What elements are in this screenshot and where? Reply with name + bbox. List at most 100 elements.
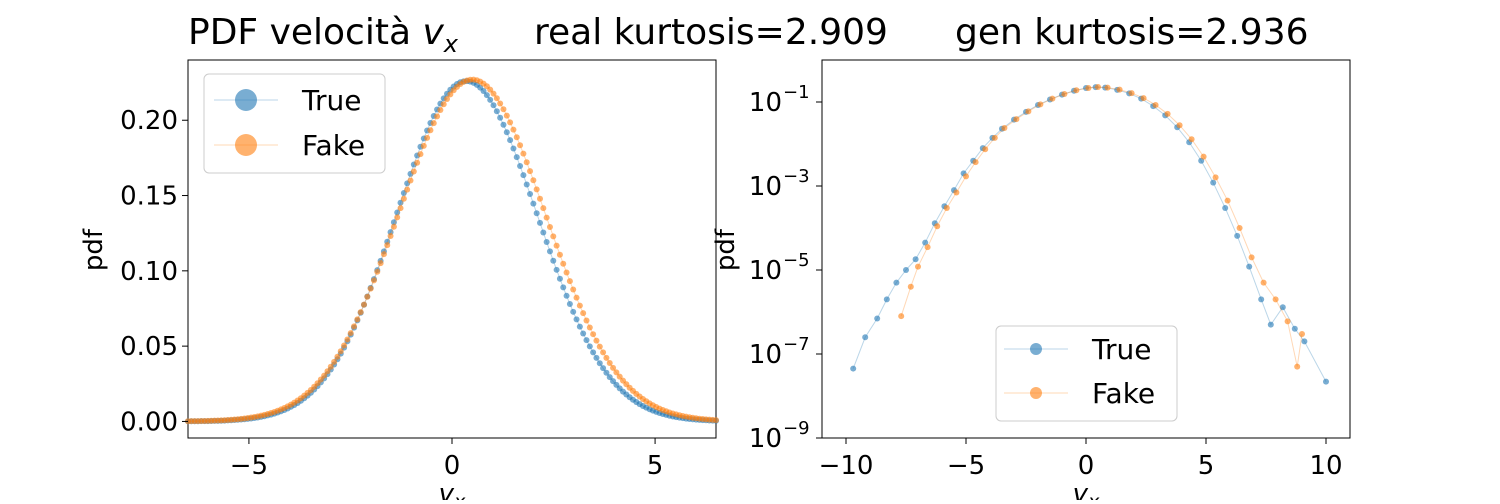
left-data-point bbox=[566, 300, 573, 307]
left-data-point bbox=[444, 96, 451, 103]
right-data-point bbox=[1248, 254, 1255, 261]
left-data-point bbox=[606, 374, 613, 381]
right-data-point bbox=[1164, 110, 1171, 117]
right-data-point bbox=[1291, 325, 1298, 332]
left-xlabel: vx bbox=[439, 479, 466, 500]
right-xlabel: vx bbox=[1073, 479, 1100, 500]
left-series-fake bbox=[185, 76, 719, 425]
left-data-point bbox=[553, 242, 560, 249]
right-data-point bbox=[1212, 174, 1219, 181]
right-legend-true-marker bbox=[1030, 343, 1042, 355]
left-data-point bbox=[394, 214, 401, 221]
left-data-point bbox=[540, 205, 547, 212]
right-series-line bbox=[900, 86, 1303, 367]
right-xtick-label: −5 bbox=[947, 451, 985, 481]
left-data-point bbox=[517, 142, 524, 149]
left-data-point bbox=[713, 417, 719, 424]
left-data-point bbox=[616, 373, 623, 380]
left-data-point bbox=[523, 159, 530, 166]
real-kurtosis-title: real kurtosis=2.909 bbox=[534, 12, 888, 53]
left-data-point bbox=[593, 354, 600, 361]
left-data-point bbox=[337, 348, 344, 355]
left-legend-fake-marker bbox=[235, 134, 257, 156]
right-ytick-exponent: −5 bbox=[783, 250, 810, 271]
left-data-point bbox=[500, 106, 507, 113]
left-data-point bbox=[580, 310, 587, 317]
left-data-point bbox=[540, 229, 547, 236]
left-data-point bbox=[324, 368, 331, 375]
right-ytick-label: 10 bbox=[749, 172, 782, 202]
right-xtick-label: 10 bbox=[1309, 451, 1342, 481]
right-data-point bbox=[1049, 95, 1056, 102]
left-data-point bbox=[560, 284, 567, 291]
left-data-point bbox=[497, 114, 504, 121]
left-data-point bbox=[390, 223, 397, 230]
left-legend: True Fake bbox=[203, 73, 386, 174]
right-data-point bbox=[1095, 84, 1101, 91]
left-data-point bbox=[490, 90, 497, 97]
right-data-point bbox=[1037, 101, 1044, 108]
left-data-point bbox=[344, 336, 351, 343]
left-plot-title: PDF velocità vx bbox=[188, 12, 459, 58]
left-data-point bbox=[563, 292, 570, 299]
right-data-point bbox=[934, 223, 941, 230]
right-data-point bbox=[953, 189, 960, 196]
left-legend-true-marker bbox=[235, 89, 257, 111]
left-ytick-label: 0.05 bbox=[120, 332, 178, 362]
left-data-point bbox=[440, 101, 447, 108]
left-data-point bbox=[351, 323, 358, 330]
left-data-point bbox=[546, 248, 553, 255]
left-data-point bbox=[397, 199, 404, 206]
left-data-point bbox=[513, 134, 520, 141]
right-data-point bbox=[1001, 125, 1008, 132]
right-data-point bbox=[883, 296, 890, 303]
right-legend: True Fake bbox=[995, 325, 1178, 422]
right-data-point bbox=[1224, 197, 1231, 204]
left-data-point bbox=[487, 86, 494, 93]
left-data-point bbox=[566, 278, 573, 285]
right-data-point bbox=[1234, 232, 1241, 239]
right-data-point bbox=[943, 204, 950, 211]
right-data-point bbox=[922, 239, 929, 246]
left-xtick-label: −5 bbox=[230, 451, 268, 481]
left-data-point bbox=[380, 251, 387, 258]
right-data-point bbox=[1200, 153, 1207, 160]
right-xtick-label: 0 bbox=[1078, 451, 1095, 481]
left-data-point bbox=[613, 369, 620, 376]
left-data-point bbox=[560, 260, 567, 267]
left-data-point bbox=[437, 107, 444, 114]
right-data-point bbox=[1176, 122, 1183, 129]
left-data-point bbox=[410, 168, 417, 175]
right-data-point bbox=[1284, 318, 1291, 325]
right-ytick-exponent: −3 bbox=[783, 166, 810, 187]
right-data-point bbox=[1246, 263, 1253, 270]
left-data-point bbox=[543, 239, 550, 246]
left-data-point bbox=[527, 191, 534, 198]
left-data-point bbox=[610, 364, 617, 371]
right-ytick-exponent: −9 bbox=[783, 418, 810, 439]
left-data-point bbox=[590, 349, 597, 356]
left-data-point bbox=[341, 342, 348, 349]
left-data-point bbox=[600, 365, 607, 372]
right-data-point bbox=[1301, 338, 1308, 345]
left-data-point bbox=[367, 285, 374, 292]
right-data-point bbox=[963, 173, 969, 180]
left-data-point bbox=[513, 154, 520, 161]
left-xtick-label: 5 bbox=[647, 451, 664, 481]
left-data-point bbox=[430, 120, 437, 127]
left-data-point bbox=[487, 96, 494, 103]
right-ytick-label: 10 bbox=[749, 424, 782, 454]
left-data-point bbox=[493, 95, 500, 102]
left-data-point bbox=[590, 331, 597, 338]
right-data-point bbox=[1210, 179, 1217, 186]
right-data-point bbox=[1104, 84, 1111, 91]
left-data-point bbox=[503, 129, 510, 136]
left-ytick-label: 0.00 bbox=[120, 407, 178, 437]
left-data-point bbox=[347, 330, 354, 337]
left-data-point bbox=[603, 369, 610, 376]
left-data-point bbox=[420, 142, 427, 149]
left-data-point bbox=[596, 343, 603, 350]
left-data-point bbox=[331, 358, 338, 365]
left-data-point bbox=[520, 150, 527, 157]
